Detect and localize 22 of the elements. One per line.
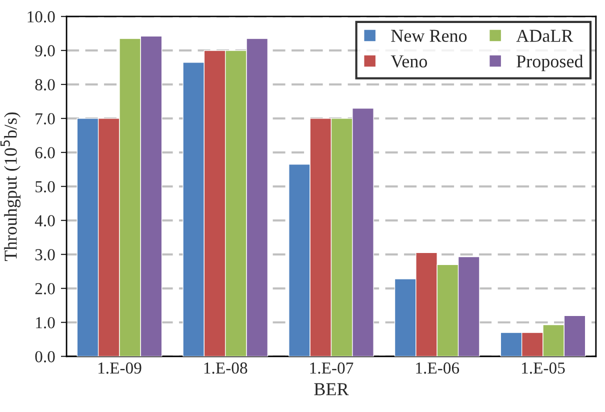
legend-label: ADaLR: [516, 30, 574, 42]
y-tick-label: 0.0: [35, 351, 55, 362]
y-tick-label: 10.0: [28, 11, 55, 22]
x-tick-label: 1.E-08: [204, 362, 248, 374]
x-tick-label: 1.E-07: [310, 362, 354, 374]
y-tick-label: 2.0: [35, 283, 55, 294]
y-tick-label: 7.0: [36, 113, 55, 124]
y-tick-label: 4.0: [34, 215, 55, 226]
y-tick-label: 5.0: [36, 181, 55, 192]
y-tick-label: 3.0: [35, 249, 55, 260]
x-tick-label: 1.E-05: [522, 362, 565, 374]
legend-label: Proposed: [516, 54, 584, 72]
y-tick-label: 1.0: [36, 317, 55, 328]
y-tick-label: 6.0: [35, 147, 55, 158]
y-tick-label: 8.0: [35, 79, 55, 90]
x-tick-label: 1.E-06: [416, 362, 460, 374]
legend-label: Veno: [390, 55, 428, 68]
x-axis-title: BER: [314, 383, 349, 396]
y-tick-label: 9.0: [35, 45, 55, 56]
y-axis-title: Throuhgput (10$^{5}$b/s): [0, 112, 21, 261]
x-tick-label: 1.E-09: [98, 362, 142, 374]
legend-label: New Reno: [391, 30, 467, 42]
